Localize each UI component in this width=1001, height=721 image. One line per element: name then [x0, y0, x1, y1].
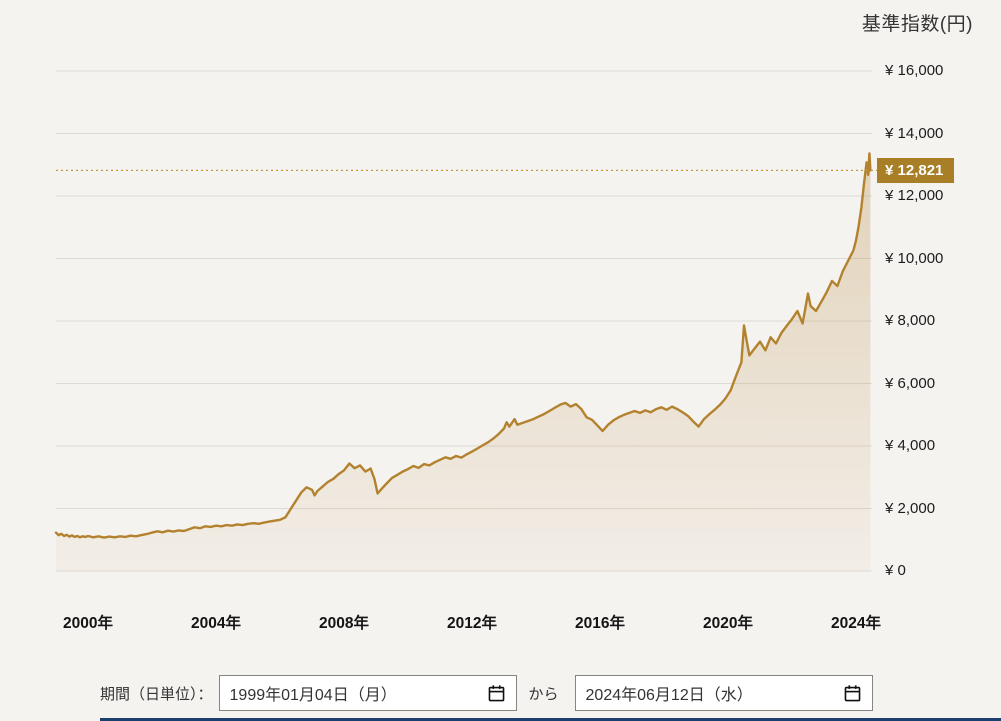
calendar-icon[interactable] [487, 684, 506, 703]
y-axis-tick-label: ¥ 14,000 [885, 124, 944, 142]
period-connector: から [528, 685, 559, 703]
section-divider [100, 718, 1001, 721]
index-area-fill [56, 153, 871, 571]
index-area [56, 153, 871, 571]
x-axis-tick-label: 2024年 [831, 615, 881, 632]
y-axis-tick-label: ¥ 8,000 [885, 312, 936, 329]
period-label: 期間（日単位）： [100, 685, 213, 703]
y-axis-tick-label: ¥ 10,000 [885, 249, 944, 267]
y-axis-tick-label: ¥ 4,000 [885, 437, 936, 454]
y-axis-tick-label: ¥ 6,000 [885, 374, 936, 392]
period-from-input[interactable]: 1999年01月04日（月） [218, 675, 517, 711]
y-axis-tick-label: ¥ 12,000 [885, 187, 944, 204]
y-axis-tick-label: ¥ 16,000 [885, 62, 944, 79]
current-value-badge: ¥ 12,821 [877, 158, 955, 183]
x-axis-tick-label: 2016年 [575, 615, 625, 632]
chart-canvas[interactable] [0, 0, 1001, 660]
index-line [54, 152, 872, 539]
x-axis-tick-label: 2012年 [447, 615, 497, 632]
x-axis-tick-label: 2000年 [63, 615, 113, 632]
chart-title: 基準指数(円) [861, 14, 973, 35]
index-chart: ¥ 16,000 ¥ 14,000 ¥ 12,000 ¥ 10,000 ¥ 8,000 ¥… [0, 0, 1001, 660]
period-to-input[interactable]: 2024年06月12日（水） [574, 675, 873, 711]
x-axis-tick-label: 2008年 [319, 615, 369, 632]
y-axis-tick-label: ¥ 0 [885, 562, 906, 579]
calendar-icon[interactable] [843, 684, 862, 703]
x-axis-tick-label: 2004年 [191, 615, 241, 632]
x-axis-tick-label: 2020年 [703, 615, 753, 632]
y-axis-tick-label: ¥ 2,000 [885, 499, 936, 517]
period-to-value: 2024年06月12日（水） [585, 687, 753, 704]
period-bar: 期間（日単位）： 1999年01月04日（月） から 2024年06月12日（水… [100, 675, 873, 711]
index-line-path [54, 152, 872, 539]
period-from-value: 1999年01月04日（月） [229, 687, 397, 704]
